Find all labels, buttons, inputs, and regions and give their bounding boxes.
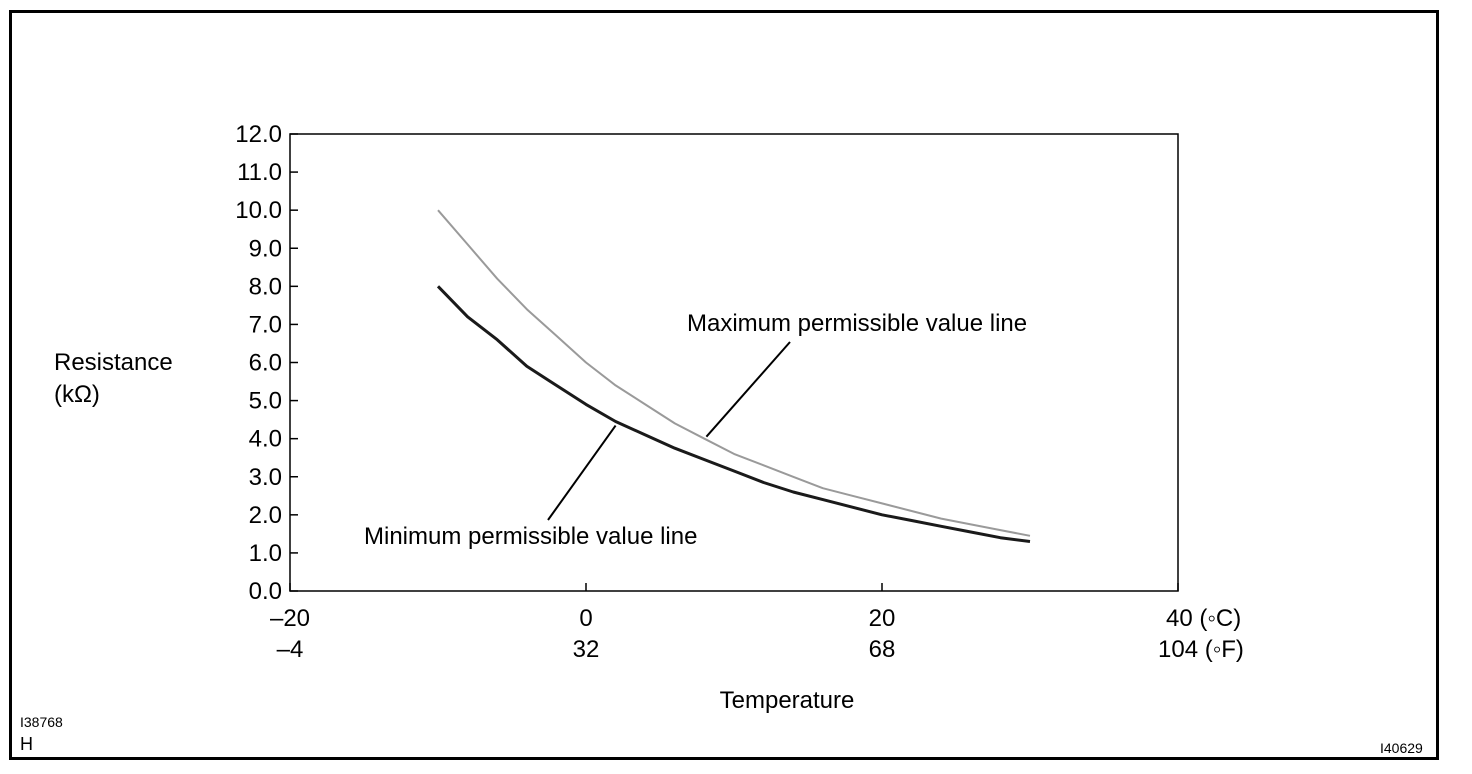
max-line-leader: [705, 341, 791, 438]
y-tick-label: 7.0: [249, 311, 282, 338]
y-axis-title: Resistance: [54, 349, 173, 376]
y-tick-label: 1.0: [249, 540, 282, 567]
figure-frame: [9, 10, 1439, 760]
y-axis: 12.0 11.0 10.0 9.0 8.0 7.0 6.0 5.0 4.0 3.0 2.0 1.0 0…: [235, 121, 298, 605]
series-lines: [436, 209, 1031, 543]
y-tick-label: 6.0: [249, 350, 282, 377]
x-axis-title: Temperature: [720, 687, 855, 714]
x-axis: –20 –4 0 32 20 68 40 (◦C) 104 (◦F): [270, 583, 1244, 663]
x-tick-label-celsius: 0: [579, 605, 592, 632]
figure-code-left: I38768: [20, 714, 63, 730]
x-tick-label-fahrenheit: –4: [277, 636, 304, 663]
annotation-min-line: Minimum permissible value line: [364, 523, 697, 550]
y-tick-label: 0.0: [249, 578, 282, 605]
min-line-leader: [547, 424, 617, 521]
x-tick-label-fahrenheit: 32: [573, 636, 600, 663]
x-tick-label-celsius: –20: [270, 605, 310, 632]
x-tick-label-fahrenheit: 104 (◦F): [1158, 636, 1244, 663]
series-min-line: [436, 285, 1031, 543]
y-axis-unit: (kΩ): [54, 381, 100, 408]
x-tick-label-celsius: 20: [869, 605, 896, 632]
y-tick-label: 4.0: [249, 426, 282, 453]
x-tick-label-fahrenheit: 68: [869, 636, 896, 663]
y-tick-label: 12.0: [235, 121, 282, 148]
series-max-line: [437, 209, 1031, 537]
y-tick-label: 2.0: [249, 502, 282, 529]
y-tick-label: 8.0: [249, 273, 282, 300]
x-tick-label-celsius: 40 (◦C): [1166, 605, 1241, 632]
y-tick-label: 3.0: [249, 464, 282, 491]
y-tick-label: 5.0: [249, 388, 282, 415]
y-tick-label: 9.0: [249, 235, 282, 262]
y-tick-label: 11.0: [237, 159, 282, 186]
figure-mark-left: H: [20, 734, 33, 754]
y-tick-label: 10.0: [235, 197, 282, 224]
annotation-max-line: Maximum permissible value line: [687, 310, 1027, 337]
figure-code-right: I40629: [1380, 740, 1423, 756]
